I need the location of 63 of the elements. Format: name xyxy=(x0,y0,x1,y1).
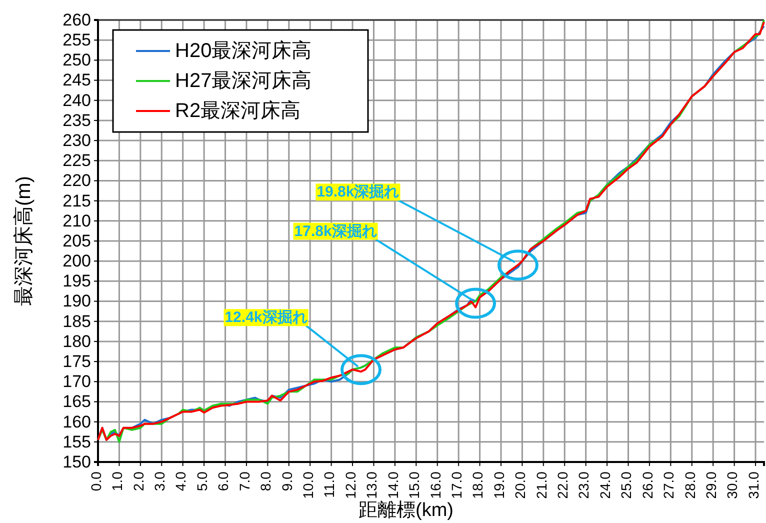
y-tick-label: 250 xyxy=(62,50,91,70)
x-tick-label: 23.0 xyxy=(576,471,592,499)
annotation: 19.8k深掘れ xyxy=(316,184,400,201)
x-tick-label: 15.0 xyxy=(406,471,422,499)
x-axis-title: 距離標(km) xyxy=(358,500,454,521)
y-axis-title: 最深河床高(m) xyxy=(12,176,35,306)
y-tick-label: 210 xyxy=(62,211,91,230)
y-tick-label: 160 xyxy=(62,412,91,432)
annotation: 12.4k深掘れ xyxy=(224,309,308,326)
x-tick-label: 13.0 xyxy=(364,471,380,499)
y-tick-label: 180 xyxy=(62,332,91,351)
y-tick-label: 200 xyxy=(62,252,91,271)
y-tick-label: 220 xyxy=(62,171,91,190)
x-tick-label: 28.0 xyxy=(682,471,698,499)
x-tick-label: 18.0 xyxy=(470,471,486,499)
legend-label: H27最深河床高 xyxy=(175,69,312,92)
y-tick-label: 240 xyxy=(62,90,91,110)
legend-label: H20最深河床高 xyxy=(175,39,312,62)
x-tick-label: 10.0 xyxy=(300,471,316,499)
x-tick-label: 27.0 xyxy=(660,471,677,499)
x-tick-label: 29.0 xyxy=(702,471,719,499)
x-tick-label: 1.0 xyxy=(109,471,126,492)
x-tick-label: 22.0 xyxy=(554,471,571,499)
annotation: 17.8k深掘れ xyxy=(294,222,377,240)
x-tick-label: 26.0 xyxy=(639,471,656,499)
x-tick-label: 19.0 xyxy=(490,471,507,499)
y-tick-label: 245 xyxy=(62,70,91,90)
y-tick-label: 175 xyxy=(62,352,91,371)
y-tick-label: 185 xyxy=(62,312,91,331)
x-tick-label: 3.0 xyxy=(152,471,168,492)
x-tick-label: 16.0 xyxy=(427,471,444,499)
x-tick-label: 0.0 xyxy=(88,471,104,492)
x-tick-label: 12.0 xyxy=(342,471,358,499)
x-tick-label: 4.0 xyxy=(172,471,189,492)
x-tick-label: 5.0 xyxy=(194,471,210,492)
x-tick-label: 21.0 xyxy=(533,471,550,499)
y-tick-label: 190 xyxy=(62,292,91,311)
legend-label: R2最深河床高 xyxy=(175,99,301,122)
x-tick-label: 25.0 xyxy=(618,471,634,499)
y-tick-label: 235 xyxy=(62,110,91,130)
x-tick-label: 7.0 xyxy=(236,471,252,492)
y-tick-label: 205 xyxy=(62,231,91,250)
x-tick-label: 6.0 xyxy=(215,471,232,492)
y-tick-label: 230 xyxy=(62,130,91,150)
y-tick-label: 155 xyxy=(62,432,91,452)
y-tick-label: 225 xyxy=(62,151,91,170)
x-tick-label: 24.0 xyxy=(596,471,613,499)
x-tick-label: 31.0 xyxy=(745,471,762,499)
x-tick-label: 9.0 xyxy=(278,471,295,492)
y-tick-label: 165 xyxy=(62,392,91,412)
y-tick-label: 170 xyxy=(62,372,91,392)
y-tick-label: 195 xyxy=(62,272,91,291)
x-tick-label: 11.0 xyxy=(321,471,338,498)
x-tick-label: 20.0 xyxy=(512,471,528,499)
y-tick-label: 150 xyxy=(62,452,91,472)
y-tick-label: 260 xyxy=(62,10,91,30)
x-tick-label: 8.0 xyxy=(258,471,274,492)
x-tick-label: 2.0 xyxy=(130,471,146,492)
y-tick-label: 215 xyxy=(62,191,91,210)
x-tick-label: 30.0 xyxy=(724,471,740,499)
y-tick-label: 255 xyxy=(62,30,91,50)
x-tick-label: 14.0 xyxy=(384,471,401,499)
x-tick-label: 17.0 xyxy=(448,471,464,499)
